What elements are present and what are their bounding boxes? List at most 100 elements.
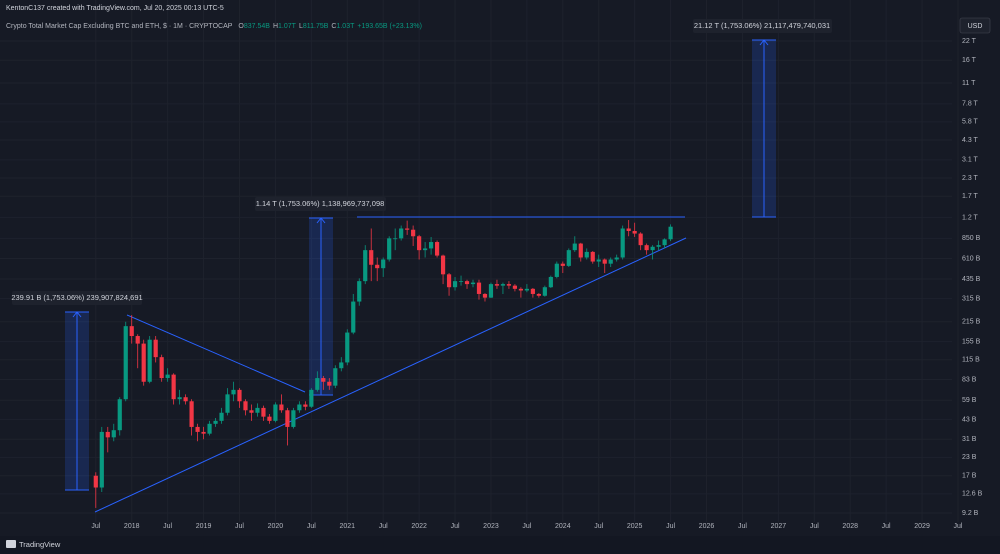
y-tick-label: 850 B xyxy=(962,235,981,242)
candle-body xyxy=(405,228,410,230)
annotation: 21.12 T (1,753.06%) 21,117,479,740,031 xyxy=(694,21,830,30)
candle-body xyxy=(572,243,577,251)
footer-brand: TradingView xyxy=(19,540,61,549)
candle-body xyxy=(417,236,422,251)
candle-body xyxy=(333,368,338,386)
candle-body xyxy=(596,259,601,262)
x-tick-label: 2028 xyxy=(842,523,858,530)
y-tick-label: 2.3 T xyxy=(962,175,979,182)
candle-body xyxy=(135,336,140,344)
candle-body xyxy=(626,228,631,231)
candle-body xyxy=(548,276,553,288)
candle-body xyxy=(273,404,278,421)
annotation-box xyxy=(12,291,142,305)
candle-body xyxy=(111,430,116,438)
annotation-box xyxy=(255,197,386,211)
x-tick-label: Jul xyxy=(738,523,747,530)
trend-line xyxy=(94,237,687,513)
candle-body xyxy=(632,230,637,234)
candle-body xyxy=(225,394,230,413)
candle-body xyxy=(117,399,122,431)
candle-body xyxy=(500,284,506,286)
ohlc-key: L xyxy=(299,23,303,30)
x-tick-label: 2023 xyxy=(483,523,499,530)
candle-body xyxy=(518,288,524,291)
y-tick-label: 23 B xyxy=(962,454,977,461)
x-tick-label: Jul xyxy=(163,523,172,530)
x-tick-label: Jul xyxy=(522,523,531,530)
candle-body xyxy=(189,401,194,427)
annotation: 239.91 B (1,753.06%) 239,907,824,691 xyxy=(11,293,142,302)
candle-body xyxy=(213,420,218,424)
candle-body xyxy=(99,431,104,488)
candle-body xyxy=(279,404,284,411)
y-tick-label: 435 B xyxy=(962,276,981,283)
x-tick-label: 2021 xyxy=(339,523,355,530)
grid xyxy=(0,0,958,522)
x-tick-label: 2018 xyxy=(124,523,140,530)
candle-body xyxy=(201,431,206,434)
candle-body xyxy=(614,257,619,260)
candle-body xyxy=(351,301,356,333)
ohlc-value: 1.03T xyxy=(336,23,355,30)
candle-body xyxy=(123,326,128,400)
candle-body xyxy=(267,416,272,421)
candle-body xyxy=(243,401,248,411)
x-tick-label: 2024 xyxy=(555,523,571,530)
candle-body xyxy=(560,263,565,266)
candle-body xyxy=(446,274,452,288)
candle-body xyxy=(590,251,595,262)
y-tick-label: 11 T xyxy=(962,80,976,87)
candle-body xyxy=(381,259,386,269)
candle-body xyxy=(297,404,302,411)
candle-body xyxy=(411,229,416,237)
y-tick-label: 155 B xyxy=(962,338,981,345)
x-tick-label: Jul xyxy=(594,523,603,530)
candle-body xyxy=(177,397,182,400)
arrow-head xyxy=(316,217,326,224)
currency[interactable]: USD xyxy=(968,23,983,30)
y-tick-label: 31 B xyxy=(962,436,977,443)
candle-body xyxy=(434,242,440,256)
annotation-box xyxy=(693,19,832,33)
candle-body xyxy=(171,374,176,400)
candle-body xyxy=(476,282,482,294)
currency-button[interactable] xyxy=(959,17,991,34)
x-tick-label: 2022 xyxy=(411,523,427,530)
candle-body xyxy=(261,407,266,417)
y-tick-label: 16 T xyxy=(962,57,977,64)
ohlc-key: O xyxy=(238,23,244,30)
candle-body xyxy=(255,407,260,413)
x-tick-label: Jul xyxy=(882,523,891,530)
logo xyxy=(6,540,16,548)
y-tick-label: 1.2 T xyxy=(962,214,979,221)
candle-body xyxy=(644,245,649,251)
candle-body xyxy=(578,243,583,258)
candle-body xyxy=(129,326,134,337)
y-tick-label: 59 B xyxy=(962,397,977,404)
y-tick-label: 1.7 T xyxy=(962,193,979,200)
y-tick-label: 83 B xyxy=(962,376,977,383)
candle-body xyxy=(195,426,200,432)
candle-body xyxy=(207,423,212,434)
candle-body xyxy=(428,242,434,249)
candle-body xyxy=(231,389,236,395)
y-tick-label: 3.1 T xyxy=(962,157,979,164)
x-tick-label: Jul xyxy=(379,523,388,530)
candle-body xyxy=(159,357,164,379)
candle-body xyxy=(566,250,571,266)
trend-line xyxy=(126,314,306,393)
candle-body xyxy=(357,281,362,302)
candle-body xyxy=(237,389,242,402)
candle-body xyxy=(488,284,494,298)
ohlc-value: 1.07T xyxy=(278,23,297,30)
candle-body xyxy=(105,431,110,438)
candle-body xyxy=(494,284,500,286)
x-tick-label: Jul xyxy=(666,523,675,530)
candle-body xyxy=(375,264,380,269)
ohlc-value: 837.54B xyxy=(244,23,270,30)
y-tick-label: 315 B xyxy=(962,295,981,302)
candle-body xyxy=(345,332,350,363)
candle-body xyxy=(584,251,589,258)
